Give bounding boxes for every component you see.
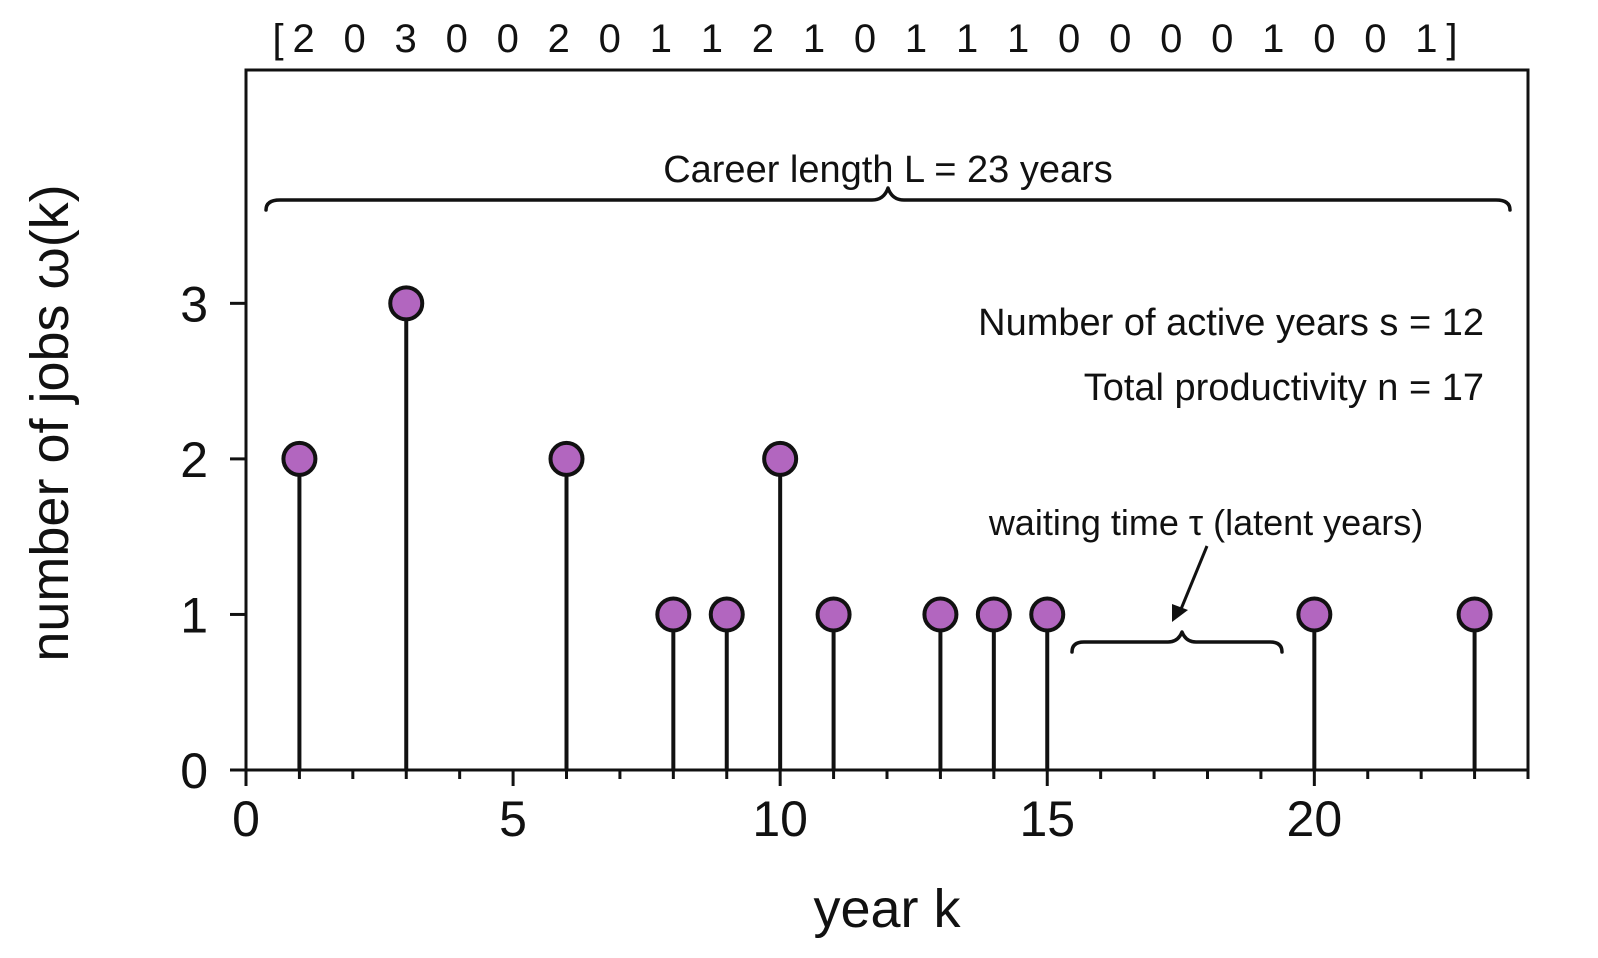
x-tick-label-10: 10: [752, 791, 808, 847]
stems: [297, 303, 1477, 770]
y-axis-title: number of jobs ω(k): [20, 184, 80, 661]
marker-year-1: [281, 440, 318, 477]
marker-year-9: [708, 596, 745, 633]
waiting-time-arrow-head: [1172, 604, 1188, 622]
y-tick-label-2: 2: [180, 432, 208, 488]
waiting-time-arrow-shaft: [1177, 545, 1209, 615]
waiting-time-brace: [1070, 630, 1284, 654]
marker-year-23: [1456, 596, 1493, 633]
active-years-label: Number of active years s = 12: [978, 302, 1484, 344]
marker-year-11: [815, 596, 852, 633]
career-length-label: Career length L = 23 years: [663, 149, 1113, 191]
total-productivity-label: Total productivity n = 17: [1084, 367, 1484, 409]
x-tick-label-5: 5: [499, 791, 527, 847]
x-axis-title: year k: [813, 879, 961, 939]
y-axis-tick-labels: 0 1 2 3: [180, 276, 208, 799]
marker-year-6: [548, 440, 585, 477]
x-tick-label-20: 20: [1287, 791, 1343, 847]
x-axis-tick-labels: 0 5 10 15 20: [232, 791, 1342, 847]
waiting-time-label: waiting time τ (latent years): [988, 502, 1423, 543]
y-tick-label-0: 0: [180, 743, 208, 799]
marker-year-13: [922, 596, 959, 633]
marker-year-14: [975, 596, 1012, 633]
marker-year-3: [388, 285, 425, 322]
marker-year-8: [655, 596, 692, 633]
markers: [281, 285, 1493, 633]
marker-year-15: [1029, 596, 1066, 633]
x-axis-ticks: [244, 770, 1530, 786]
x-tick-label-0: 0: [232, 791, 260, 847]
marker-year-20: [1296, 596, 1333, 633]
y-tick-label-3: 3: [180, 276, 208, 332]
career-length-brace: [264, 186, 1512, 212]
y-axis-ticks: [230, 301, 246, 772]
sequence-label: [2 0 3 0 0 2 0 1 1 2 1 0 1 1 1 0 0 0 0 1…: [273, 17, 1458, 61]
y-tick-label-1: 1: [180, 587, 208, 643]
marker-year-10: [762, 440, 799, 477]
x-tick-label-15: 15: [1019, 791, 1075, 847]
